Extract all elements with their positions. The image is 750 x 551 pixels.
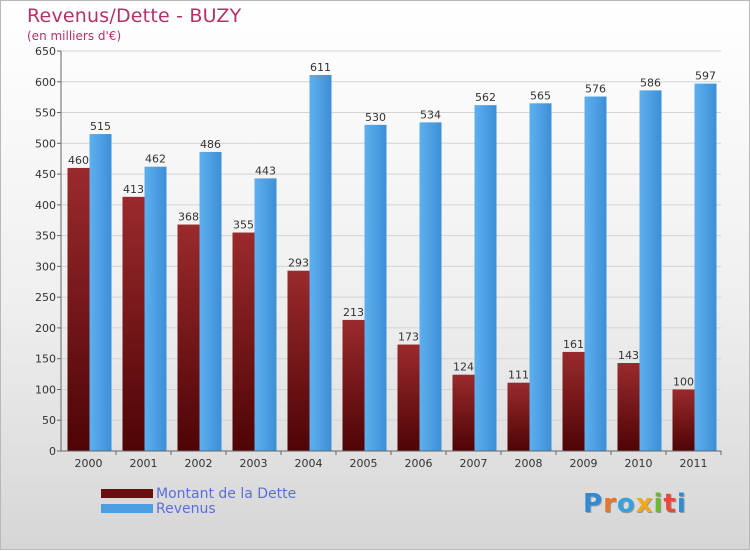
y-tick-label: 550 — [35, 107, 56, 120]
legend-label-revenus: Revenus — [156, 500, 216, 517]
data-label-debt: 293 — [288, 257, 309, 270]
bar-revenus — [529, 103, 552, 452]
bar-revenus — [364, 124, 387, 451]
bar-debt — [177, 224, 200, 451]
data-label-debt: 368 — [178, 211, 199, 224]
y-tick-label: 250 — [35, 291, 56, 304]
data-label-revenus: 530 — [365, 111, 386, 124]
y-tick-label: 350 — [35, 230, 56, 243]
data-label-revenus: 565 — [530, 89, 551, 102]
y-tick-label: 500 — [35, 137, 56, 150]
x-tick-label: 2006 — [405, 457, 433, 470]
bar-debt — [287, 270, 310, 451]
bar-revenus — [419, 122, 442, 451]
bar-debt — [562, 351, 585, 451]
bar-revenus — [309, 75, 332, 451]
bar-revenus — [474, 105, 497, 452]
chart-legend: Montant de la Dette Revenus — [101, 485, 297, 517]
data-label-debt: 161 — [563, 338, 584, 351]
logo-letter: i — [676, 489, 687, 519]
y-tick-label: 100 — [35, 383, 56, 396]
bar-debt — [452, 374, 475, 451]
data-label-debt: 355 — [233, 219, 254, 232]
chart-subtitle: (en milliers d'€) — [27, 29, 122, 43]
y-tick-label: 600 — [35, 76, 56, 89]
y-tick-label: 50 — [42, 414, 56, 427]
bar-debt — [67, 167, 90, 451]
x-tick-label: 2011 — [680, 457, 708, 470]
x-tick-label: 2002 — [185, 457, 213, 470]
logo-letter: P — [583, 489, 604, 519]
legend-swatch-debt — [101, 489, 153, 498]
x-tick-label: 2008 — [515, 457, 543, 470]
y-tick-label: 0 — [49, 445, 56, 458]
x-tick-label: 2003 — [240, 457, 268, 470]
logo-letter: o — [616, 489, 636, 519]
y-tick-label: 300 — [35, 260, 56, 273]
y-tick-label: 450 — [35, 168, 56, 181]
data-label-revenus: 586 — [640, 76, 661, 89]
bar-debt — [507, 382, 530, 451]
legend-label-debt: Montant de la Dette — [156, 485, 297, 502]
data-label-revenus: 515 — [90, 120, 111, 133]
bar-revenus — [584, 96, 607, 452]
bar-debt — [397, 344, 420, 451]
chart-title: Revenus/Dette - BUZY — [27, 5, 242, 27]
logo-letter: i — [653, 489, 664, 519]
legend-item-debt: Montant de la Dette — [101, 485, 297, 502]
bar-debt — [617, 363, 640, 451]
data-label-debt: 100 — [673, 375, 694, 388]
x-tick-label: 2007 — [460, 457, 488, 470]
data-label-revenus: 534 — [420, 108, 441, 121]
x-tick-label: 2005 — [350, 457, 378, 470]
data-label-revenus: 562 — [475, 91, 496, 104]
data-label-debt: 111 — [508, 369, 529, 382]
y-tick-label: 400 — [35, 199, 56, 212]
bar-debt — [672, 389, 695, 451]
legend-swatch-revenus — [101, 504, 153, 513]
y-tick-label: 650 — [35, 45, 56, 58]
data-label-revenus: 576 — [585, 83, 606, 96]
legend-item-revenus: Revenus — [101, 500, 296, 517]
y-tick-label: 150 — [35, 353, 56, 366]
logo-letter: t — [663, 489, 677, 519]
x-tick-label: 2009 — [570, 457, 598, 470]
data-label-debt: 413 — [123, 183, 144, 196]
bar-debt — [122, 196, 145, 451]
bar-revenus — [199, 151, 222, 451]
bar-revenus — [144, 166, 167, 451]
bar-revenus — [89, 134, 112, 452]
data-label-debt: 143 — [618, 349, 639, 362]
logo-letter: x — [635, 489, 654, 519]
proxiti-logo: Proxiti — [583, 489, 687, 519]
data-label-debt: 213 — [343, 306, 364, 319]
bar-debt — [232, 232, 255, 451]
bar-revenus — [639, 90, 662, 451]
x-tick-label: 2001 — [130, 457, 158, 470]
logo-letter: r — [603, 489, 617, 519]
data-label-revenus: 443 — [255, 164, 276, 177]
bar-revenus — [694, 83, 717, 451]
y-tick-label: 200 — [35, 322, 56, 335]
bar-debt — [342, 319, 365, 451]
x-tick-label: 2004 — [295, 457, 323, 470]
data-label-debt: 460 — [68, 154, 89, 167]
x-tick-label: 2010 — [625, 457, 653, 470]
data-label-revenus: 597 — [695, 70, 716, 83]
data-label-revenus: 611 — [310, 61, 331, 74]
data-label-revenus: 462 — [145, 153, 166, 166]
x-tick-label: 2000 — [75, 457, 103, 470]
data-label-revenus: 486 — [200, 138, 221, 151]
bar-revenus — [254, 178, 277, 451]
data-label-debt: 124 — [453, 361, 474, 374]
data-label-debt: 173 — [398, 331, 419, 344]
